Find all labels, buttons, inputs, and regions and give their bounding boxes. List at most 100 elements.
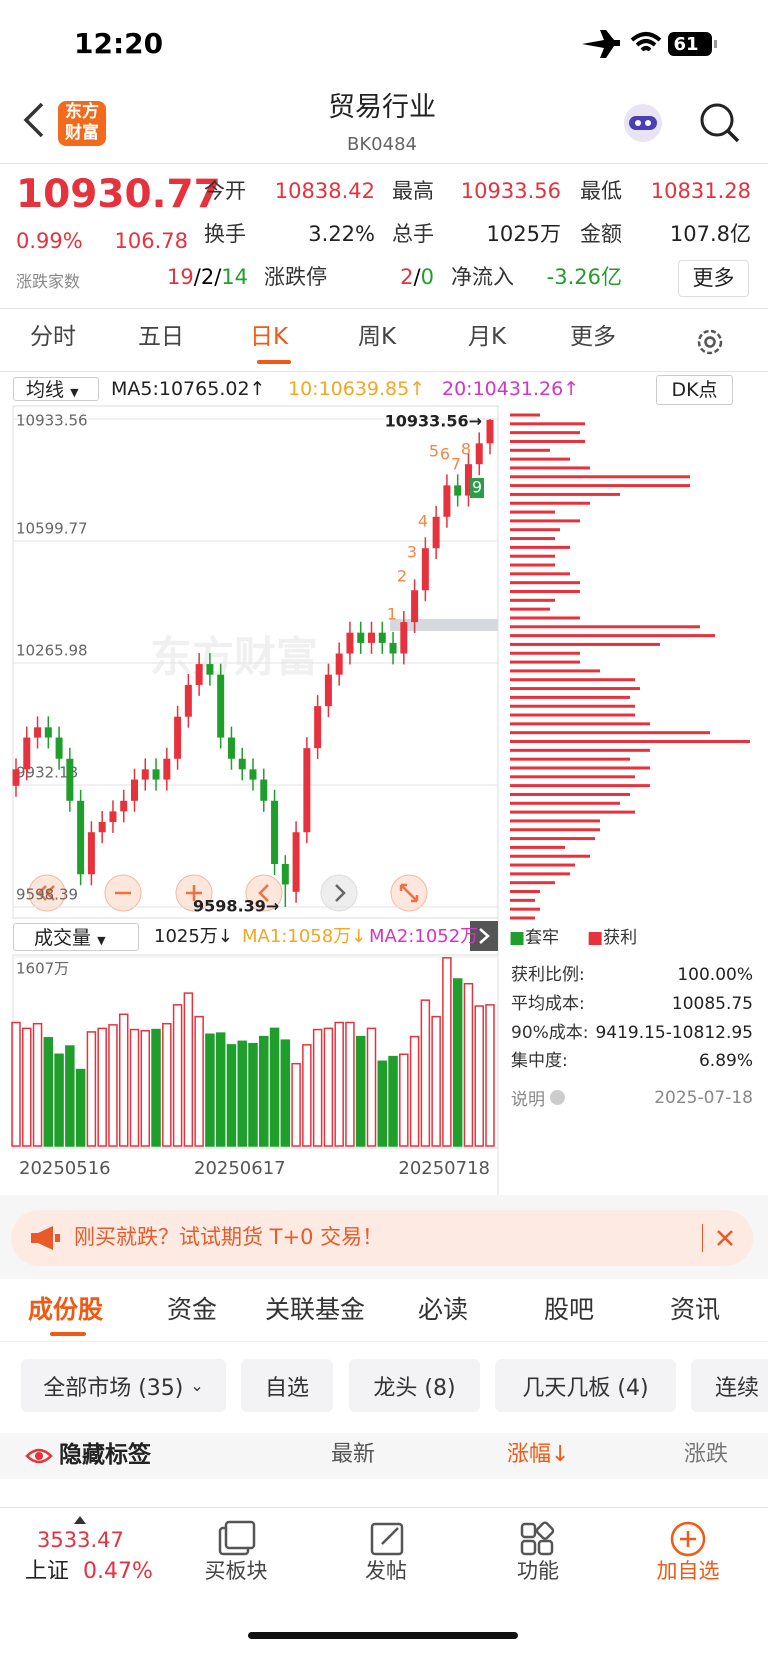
tab[interactable]: 关联基金 [265,1295,366,1324]
date-label: 20250516 [19,1158,111,1179]
volume-bar [205,1033,215,1147]
settings-icon[interactable] [692,324,728,360]
volume-selector[interactable]: 成交量 ▼ [13,923,139,951]
up-count: 19 [167,265,194,289]
candle-body [432,516,440,549]
chip-bar [510,457,570,461]
breadth-label: 涨跌家数 [16,272,81,291]
more-button[interactable]: 更多 [678,260,749,297]
home-indicator [248,1632,518,1639]
tab-active[interactable]: 日K [250,324,289,350]
filter-chip[interactable]: 自选 [241,1359,333,1412]
bottom-bar: 3533.47 上证 0.47% 买板块 发帖 功能 加自选 [0,1507,768,1662]
filter-chip[interactable]: 全部市场 (35) ⌄ [21,1359,226,1412]
column-header[interactable]: 涨跌 [684,1442,729,1467]
app-logo[interactable]: 东方 财富 [58,101,106,146]
tab[interactable]: 更多 [570,324,616,350]
chip-bar [510,492,620,496]
filter-chip[interactable]: 连续 [691,1359,768,1412]
chip-bar [510,448,550,452]
tab[interactable]: 月K [468,324,507,350]
tab[interactable]: 五日 [138,324,184,350]
candle-body [443,485,451,517]
ma-selector[interactable]: 均线 ▼ [13,377,99,401]
filter-chip[interactable]: 龙头 (8) [349,1359,480,1412]
chip-bar [510,422,585,426]
tab[interactable]: 资讯 [670,1295,721,1324]
chip-bar [510,616,580,620]
volume-bar [442,957,452,1147]
eye-icon[interactable] [25,1447,53,1465]
candle-body [141,769,149,780]
column-header[interactable]: 隐藏标签 [59,1442,151,1468]
volume-bar [43,1037,54,1147]
signal-label: 9 [472,478,482,497]
limit-label: 涨跌停 [264,265,327,289]
back-button[interactable] [20,100,50,140]
signal-label: 4 [418,512,428,531]
volume-bar [215,1032,226,1147]
volume-bar [280,1039,291,1147]
chip-note[interactable]: 说明 [511,1090,566,1109]
index-value[interactable]: 3533.47 [37,1528,124,1552]
volume-bar [302,1044,312,1147]
filter-chip[interactable]: 几天几板 (4) [495,1359,676,1412]
ma5: MA5:10765.02↑ [111,378,266,400]
y-tick-label: 1607万 [16,960,69,978]
chip-bar [510,687,640,691]
candle-body [217,674,225,738]
volume-current: 1025万↓ [154,926,233,947]
dk-button[interactable]: DK点 [656,375,733,405]
candle-body [174,716,182,759]
chip-bar [510,660,580,664]
quote-value: 10831.28 [650,179,751,203]
volume-bar [108,1024,118,1147]
nav-item[interactable]: 加自选 [656,1559,720,1583]
banner[interactable]: 刚买就跌？试试期货 T+0 交易！ [11,1210,753,1266]
candle-body [400,622,408,654]
chip-label: 90%成本: [511,1023,589,1043]
candle-body [464,464,472,496]
quote-label: 今开 [204,179,246,203]
ma10: 10:10639.85↑ [288,378,426,400]
tab[interactable]: 分时 [30,324,76,350]
volume-bar [485,1004,495,1147]
candle-body [475,443,483,465]
candle-body [411,590,419,623]
button[interactable] [245,874,283,912]
column-header[interactable]: 涨幅↓ [507,1442,570,1467]
chip-bar [510,819,600,823]
chip-bar [510,766,650,770]
limit: 2/0 [400,267,434,288]
change: 106.78 [114,229,188,253]
nav-item[interactable]: 功能 [517,1559,559,1583]
chip-bar [510,748,650,752]
tab[interactable]: 必读 [418,1295,469,1324]
page-code: BK0484 [347,134,417,155]
last-price: 10930.77 [16,172,221,217]
index-name: 上证 [25,1559,70,1584]
chip-label: 平均成本: [511,994,585,1014]
chip-bar [510,828,600,832]
header-icons[interactable] [620,100,750,146]
tab[interactable]: 股吧 [544,1295,595,1324]
nav-item[interactable]: 买板块 [204,1559,268,1583]
legend-text: 套牢 [525,928,560,948]
chip-bar [510,589,580,593]
column-header[interactable]: 最新 [331,1442,376,1467]
chip-bar [510,651,580,655]
nav-item[interactable]: 发帖 [365,1559,407,1583]
tab-active[interactable]: 成份股 [28,1295,104,1324]
tab[interactable]: 资金 [167,1295,218,1324]
volume-bar [377,1060,388,1147]
volume-arrow[interactable] [470,921,498,951]
tab[interactable]: 周K [358,324,397,350]
button[interactable] [320,874,358,912]
close-icon[interactable] [716,1229,734,1247]
chip-bar [510,510,555,514]
candle-body [184,684,192,717]
candle-body [314,706,322,749]
volume-bar [334,1021,344,1147]
candle-body [421,548,429,591]
candle-body [378,632,386,643]
